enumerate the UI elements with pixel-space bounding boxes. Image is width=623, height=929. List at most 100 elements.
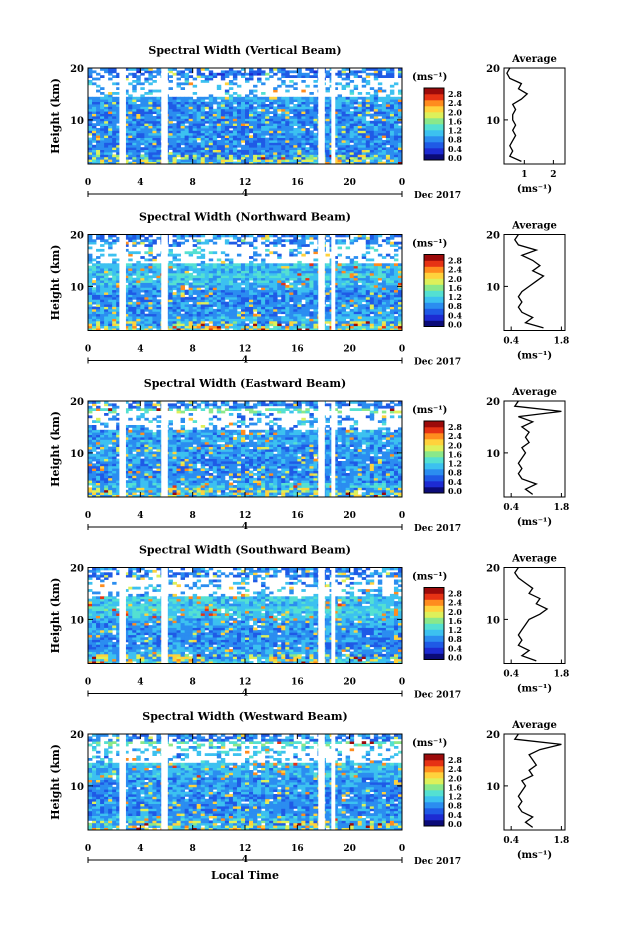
heatmap-cell [309,294,314,298]
heatmap-cell [208,304,214,307]
heatmap-cell [88,106,93,110]
heatmap-cell [281,116,286,119]
heatmap-cell [100,308,105,312]
heatmap-cell [208,111,214,114]
heatmap-cell [345,280,351,283]
heatmap-cell [176,323,181,327]
heatmap-cell [381,89,387,93]
heatmap-cell [277,263,282,267]
heatmap-cell [124,263,129,267]
heatmap-cell [333,239,338,243]
heatmap-cell [249,147,254,150]
heatmap-cell [269,304,274,307]
heatmap-cell [196,108,202,112]
heatmap-cell [232,92,238,95]
heatmap-cell [136,241,141,245]
heatmap-cell [249,142,254,146]
heatmap-cell [385,316,391,319]
heatmap-cell [269,241,274,245]
heatmap-cell [337,144,343,148]
heatmap-cell [305,308,310,312]
heatmap-cell [212,72,218,76]
heatmap-cell [224,108,230,112]
heatmap-cell [261,313,266,317]
heatmap-cell [144,154,149,158]
heatmap-cell [269,251,274,255]
heatmap-cell [180,132,186,136]
heatmap-cell [381,140,387,143]
heatmap-cell [96,77,101,81]
heatmap-cell [212,96,218,100]
heatmap-cell [180,135,186,138]
heatmap-cell [216,272,222,276]
colorbar-swatch [424,142,444,149]
heatmap-cell [297,277,302,281]
heatmap-cell [140,101,145,105]
heatmap-cell [180,161,186,165]
heatmap-cell [285,239,290,243]
heatmap-cell [180,320,186,324]
heatmap-cell [373,289,379,293]
heatmap-cell [385,325,391,329]
heatmap-cell [140,234,145,238]
heatmap-cell [305,116,310,119]
heatmap-cell [313,251,318,255]
heatmap-cell [212,251,218,255]
heatmap-cell [285,306,290,310]
heatmap-cell [148,265,153,269]
heatmap-cell [397,96,403,100]
heatmap-cell [389,99,395,102]
heatmap-cell [228,294,234,298]
heatmap-cell [212,289,218,293]
heatmap-cell [200,328,206,331]
heatmap-cell [132,234,137,238]
heatmap-cell [104,128,109,131]
heatmap-cell [168,87,173,90]
heatmap-cell [232,304,238,307]
heatmap-cell [377,140,383,143]
heatmap-cell [261,132,266,136]
heatmap-cell [228,308,234,312]
heatmap-cell [261,277,266,281]
heatmap-cell [152,80,157,83]
heatmap-cell [148,323,153,327]
heatmap-cell [236,104,242,107]
heatmap-cell [200,325,206,329]
heatmap-cell [128,144,133,148]
heatmap-cell [373,89,379,93]
heatmap-cell [236,135,242,138]
heatmap-cell [249,265,254,269]
heatmap-cell [345,159,351,162]
heatmap-cell [365,270,371,274]
heatmap-cell [196,306,202,310]
heatmap-cell [152,75,157,78]
heatmap-cell [188,104,194,107]
heatmap-cell [337,316,343,319]
heatmap-cell [96,132,101,136]
heatmap-cell [293,325,298,329]
heatmap-cell [325,284,330,288]
heatmap-cell [361,263,367,267]
heatmap-cell [385,120,391,124]
heatmap-cell [176,159,181,162]
heatmap-cell [297,106,302,110]
heatmap-cell [92,263,97,267]
heatmap-cell [309,108,314,112]
heatmap-cell [240,106,246,110]
heatmap-cell [353,116,359,119]
heatmap-cell [156,311,161,315]
heatmap-cell [240,132,246,136]
heatmap-cell [265,147,270,150]
heatmap-cell [208,123,214,126]
heatmap-cell [152,118,157,122]
heatmap-cell [140,128,145,131]
heatmap-cell [180,284,186,288]
heatmap-cell [325,306,330,310]
heatmap-cell [313,325,318,329]
heatmap-cell [305,161,310,165]
heatmap-cell [204,106,210,110]
heatmap-cell [200,147,206,150]
heatmap-cell [285,116,290,119]
heatmap-cell [337,284,343,288]
heatmap-cell [200,137,206,141]
